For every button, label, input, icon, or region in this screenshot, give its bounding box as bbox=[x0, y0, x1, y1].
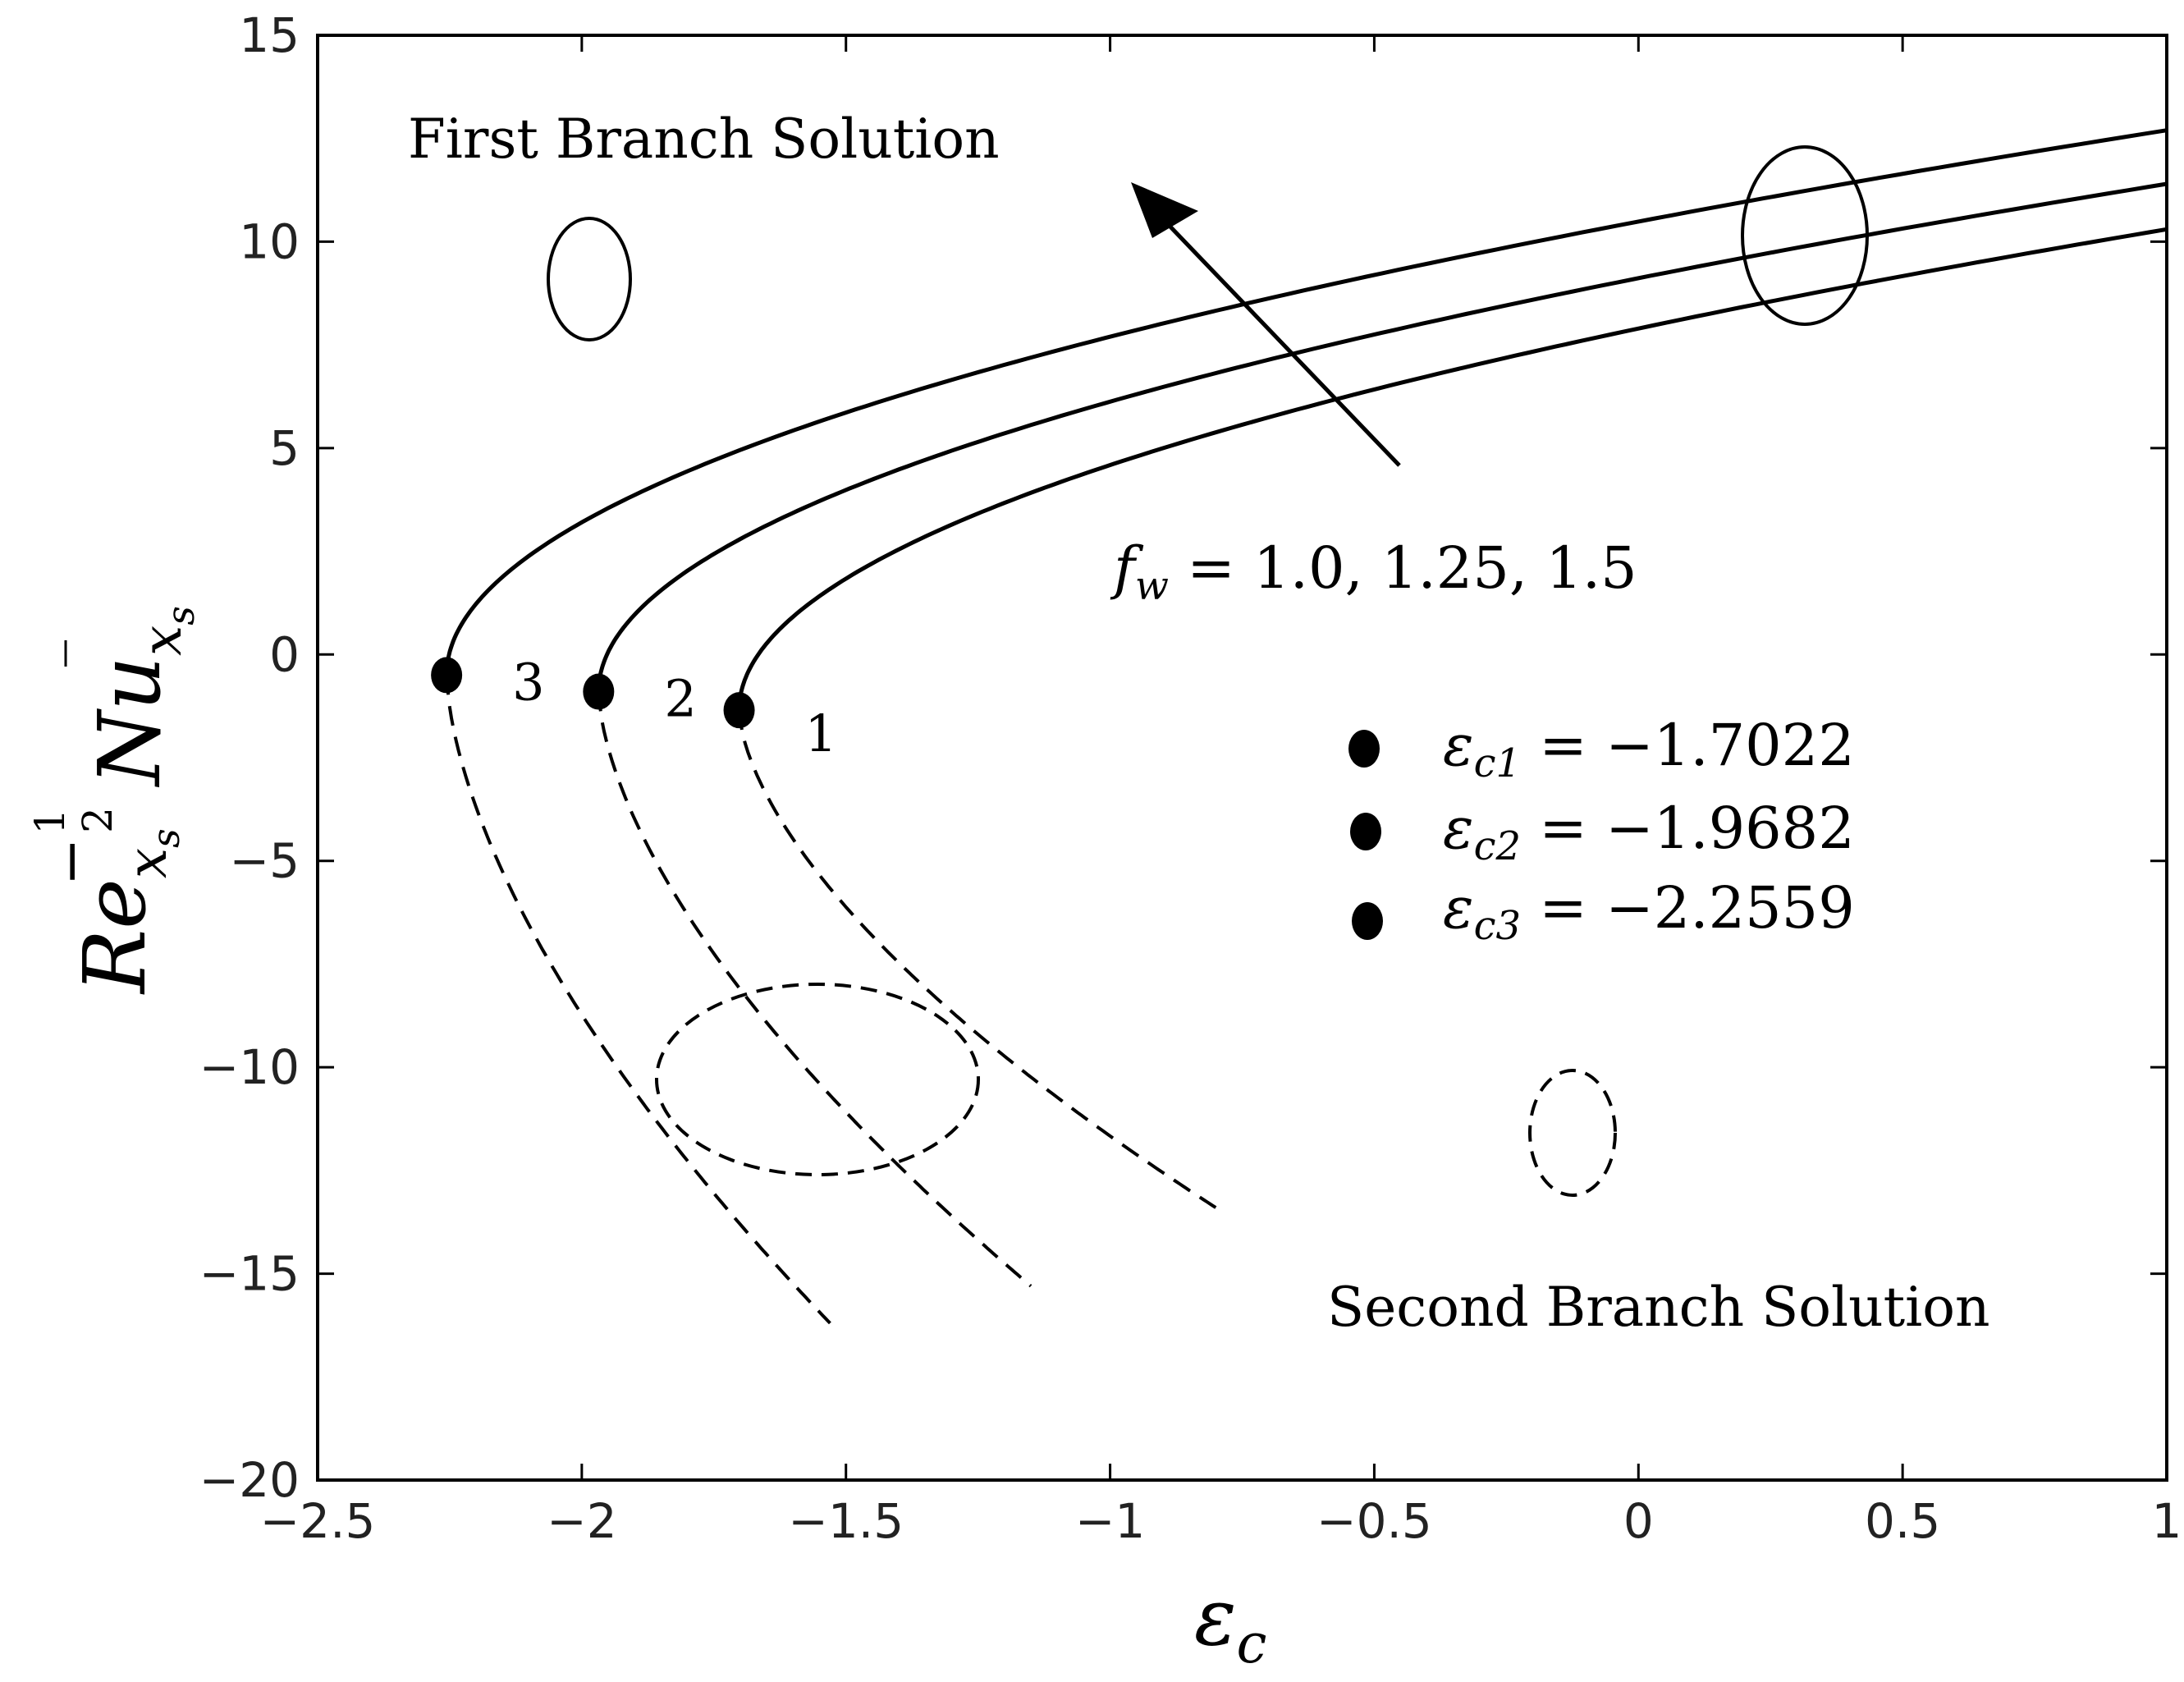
y-axis-label: Rexs−12Nuxs bbox=[26, 606, 203, 995]
x-tick-label: −1 bbox=[1075, 1493, 1146, 1549]
x-tick-label: −0.5 bbox=[1316, 1493, 1432, 1549]
legend: εc1 = −1.7022 εc2 = −1.9682 εc3 = −2.255… bbox=[1348, 712, 1855, 949]
first-branch-curve bbox=[737, 227, 2168, 711]
y-tick-label: 10 bbox=[239, 213, 300, 269]
series-label: 2 bbox=[664, 669, 696, 729]
y-tick-label: 0 bbox=[269, 626, 300, 682]
legend-marker-1 bbox=[1348, 730, 1380, 768]
first-branch-curve bbox=[596, 181, 2168, 692]
legend-entry-1: εc1 = −1.7022 bbox=[1443, 712, 1855, 786]
second-branch-group-ellipse bbox=[655, 983, 980, 1176]
axis-ticks bbox=[316, 34, 2168, 1482]
x-tick-label: −2.5 bbox=[260, 1493, 376, 1549]
legend-entry-2: εc2 = −1.9682 bbox=[1443, 795, 1855, 869]
y-tick-label: 15 bbox=[239, 7, 300, 63]
x-tick-label: 0 bbox=[1623, 1493, 1654, 1549]
legend-marker-3 bbox=[1352, 902, 1383, 940]
x-tick-label: −1.5 bbox=[788, 1493, 904, 1549]
svg-text:Rexs−12Nuxs: Rexs−12Nuxs bbox=[26, 606, 203, 995]
series-label: 1 bbox=[805, 704, 837, 763]
y-tick-label: −15 bbox=[199, 1246, 300, 1302]
x-axis-label: εc bbox=[1194, 1571, 1266, 1675]
second-branch-marker-ellipse bbox=[1528, 1069, 1617, 1197]
x-tick-label: −2 bbox=[547, 1493, 617, 1549]
y-tick-label: −5 bbox=[230, 833, 300, 889]
y-tick-label: 5 bbox=[269, 420, 300, 476]
first-branch-curve bbox=[444, 128, 2168, 676]
critical-points bbox=[431, 657, 755, 729]
first-branch-group-ellipse bbox=[1741, 145, 1869, 326]
second-branch-curve bbox=[597, 691, 1032, 1288]
y-tick-labels: −20 −15 −10 −5 0 5 10 15 bbox=[199, 7, 300, 1508]
series-label: 3 bbox=[512, 652, 544, 712]
critical-point bbox=[583, 673, 615, 710]
series-labels: 1 2 3 bbox=[512, 652, 837, 763]
x-tick-label: 0.5 bbox=[1865, 1493, 1940, 1549]
legend-marker-2 bbox=[1350, 813, 1381, 850]
critical-point bbox=[431, 657, 463, 694]
first-branch-marker-ellipse bbox=[547, 217, 632, 341]
fw-arrow-head bbox=[1131, 182, 1198, 238]
legend-entry-3: εc3 = −2.2559 bbox=[1443, 874, 1855, 949]
fw-arrow-shaft bbox=[1164, 220, 1401, 467]
y-tick-label: −10 bbox=[199, 1039, 300, 1095]
second-branch-annotation: Second Branch Solution bbox=[1327, 1276, 1990, 1339]
curves bbox=[444, 128, 2168, 1325]
second-branch-curve bbox=[737, 709, 1217, 1209]
x-tick-labels: −2.5 −2 −1.5 −1 −0.5 0 0.5 1 bbox=[260, 1493, 2182, 1549]
fw-label: fw = 1.0, 1.25, 1.5 bbox=[1110, 534, 1637, 609]
critical-point bbox=[723, 692, 755, 729]
x-tick-label: 1 bbox=[2152, 1493, 2182, 1549]
y-tick-label: −20 bbox=[199, 1452, 300, 1508]
second-branch-curve bbox=[445, 675, 831, 1325]
plot-area bbox=[316, 34, 2168, 1482]
first-branch-annotation: First Branch Solution bbox=[408, 108, 1000, 171]
